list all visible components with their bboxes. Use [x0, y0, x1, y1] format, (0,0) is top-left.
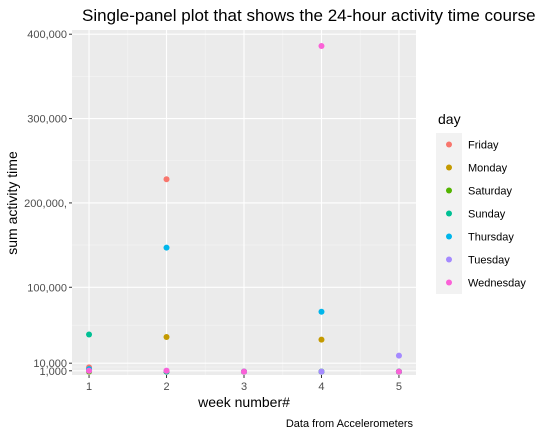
- x-tick-label: 3: [241, 381, 247, 393]
- point-wednesday: [163, 367, 170, 374]
- point-monday: [318, 336, 325, 343]
- legend-key-sunday: [446, 210, 452, 217]
- legend-key-friday: [446, 141, 452, 148]
- chart-caption: Data from Accelerometers: [286, 418, 414, 430]
- point-sunday: [86, 331, 93, 338]
- grid-major: [72, 30, 416, 375]
- legend-label-friday: Friday: [468, 140, 499, 152]
- x-tick-label: 5: [396, 381, 402, 393]
- legend-label-thursday: Thursday: [468, 232, 514, 244]
- legend-label-sunday: Sunday: [468, 209, 506, 221]
- point-tuesday: [395, 352, 402, 359]
- legend-label-tuesday: Tuesday: [468, 255, 510, 267]
- legend-items: Friday Monday Saturday Sunday Thursday Tuesda…: [436, 133, 526, 294]
- y-tick-label: 10,000: [33, 358, 67, 370]
- y-axis-title: sum activity time: [4, 151, 20, 255]
- point-tuesday: [318, 368, 325, 375]
- legend-key-tuesday: [446, 256, 452, 263]
- point-wednesday: [395, 368, 402, 375]
- y-tick-label: 400,000: [27, 29, 67, 41]
- y-tick-label: 100,000: [27, 282, 67, 294]
- point-wednesday: [86, 367, 93, 374]
- point-thursday: [318, 308, 325, 315]
- y-tick-label: 1,000: [39, 366, 67, 378]
- legend-key-wednesday: [446, 279, 452, 286]
- legend-label-wednesday: Wednesday: [468, 278, 526, 290]
- point-friday: [163, 176, 170, 183]
- point-monday: [163, 334, 170, 341]
- legend-label-saturday: Saturday: [468, 186, 513, 198]
- y-tick-label: 300,000: [27, 114, 67, 126]
- point-thursday: [163, 244, 170, 251]
- chart-title: Single-panel plot that shows the 24-hour…: [82, 6, 536, 25]
- x-tick-label: 4: [318, 381, 324, 393]
- point-wednesday: [241, 368, 247, 375]
- legend-key-saturday: [446, 187, 452, 194]
- data-points: [86, 43, 402, 375]
- x-axis: 1 2 3 4 5: [86, 375, 402, 393]
- legend: day Friday Monday Saturday Sunday Thursday Tu…: [436, 111, 526, 294]
- y-tick-label: 200,000,: [24, 198, 67, 210]
- legend-key-thursday: [446, 233, 452, 240]
- point-wednesday: [318, 43, 325, 50]
- legend-title: day: [438, 111, 461, 127]
- x-tick-label: 1: [86, 381, 92, 393]
- x-tick-label: 2: [163, 381, 169, 393]
- legend-label-monday: Monday: [468, 163, 508, 175]
- legend-key-monday: [446, 164, 452, 171]
- x-axis-title: week number#: [197, 394, 290, 410]
